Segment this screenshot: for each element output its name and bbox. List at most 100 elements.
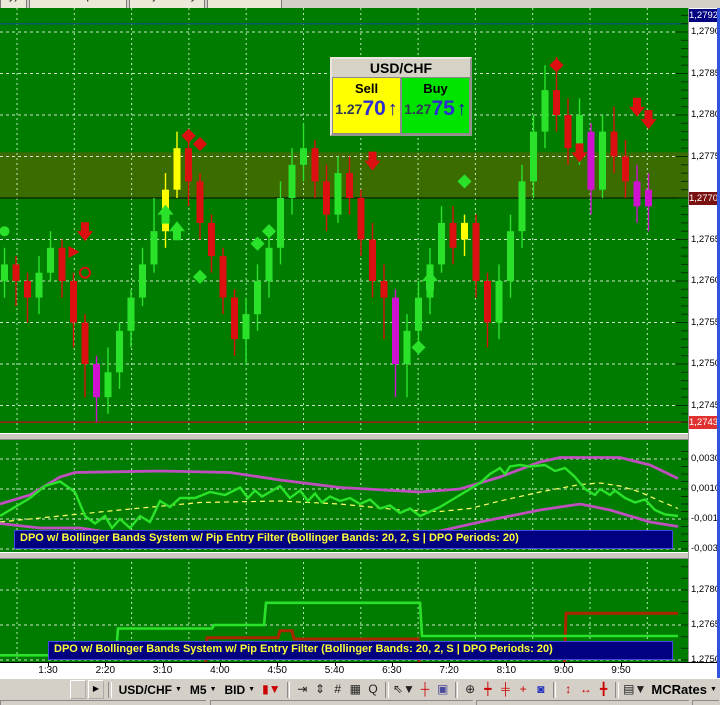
sell-button[interactable]: Sell 1.27 70 ↑: [332, 77, 401, 134]
quick-quote-icon[interactable]: Q: [368, 682, 378, 696]
chart-type-selector[interactable]: ▮▼: [262, 682, 281, 696]
candle: [461, 222, 468, 240]
indicator-window-icon[interactable]: ▤▼: [623, 682, 647, 696]
panel-splitter-2[interactable]: [0, 552, 688, 559]
spread-band: [0, 152, 688, 198]
candle: [150, 231, 158, 265]
symbol-selector[interactable]: USD/CHF ▼: [116, 683, 185, 697]
signal-arrow-down-red: [77, 222, 93, 242]
time-label: 2:20: [95, 665, 116, 676]
time-label: 6:30: [382, 665, 402, 676]
indicator1-title-bar: DPO w/ Bollinger Bands System w/ Pip Ent…: [14, 530, 673, 549]
buy-label: Buy: [423, 81, 448, 96]
signal-diamond-green: [457, 174, 472, 189]
quote-box: USD/CHF Sell 1.27 70 ↑ Buy 1.27 75 ↑: [330, 57, 472, 136]
toolbar-separator: [107, 681, 112, 698]
account-tab-0[interactable]: y): [0, 0, 28, 8]
time-tick: [563, 663, 565, 666]
price-highlight-label: 1,2743: [689, 415, 719, 429]
candle: [277, 198, 284, 248]
candle: [495, 281, 503, 323]
candle: [47, 247, 54, 273]
toolbar-separator: [552, 681, 557, 698]
status-strip: [0, 700, 720, 705]
account-tab-1[interactable]: Otevřené pozice: [29, 0, 128, 8]
signal-arrow-down-red: [640, 110, 657, 130]
signal-arrow-down-red: [364, 151, 381, 171]
time-tick: [391, 663, 393, 666]
status-cell: [476, 700, 689, 705]
signal-arrow-up-green: [157, 204, 174, 224]
candle: [541, 90, 549, 132]
candle: [81, 322, 89, 364]
bollinger-upper-band: [0, 456, 679, 506]
window-right-edge: [717, 0, 720, 678]
candle: [254, 281, 261, 315]
crosshair-tool-icon[interactable]: ┼: [420, 682, 430, 696]
sell-up-arrow-icon: ↑: [387, 98, 398, 120]
candle: [58, 247, 66, 281]
nav-blank-button[interactable]: [70, 680, 86, 699]
account-tab-3[interactable]: Účetní data: [207, 0, 282, 8]
account-tab-2[interactable]: Objednávky: [129, 0, 206, 8]
indicator2-tick-label: 1,2750: [691, 653, 720, 665]
candle: [334, 173, 342, 215]
zoom-in-icon[interactable]: ⊕: [465, 682, 476, 696]
price-tick-label: 1,2765: [691, 233, 720, 245]
select-region-icon[interactable]: ▦: [349, 682, 361, 696]
price-tick-label: 1,2775: [691, 150, 720, 162]
candle: [185, 148, 192, 182]
timeframe-selector[interactable]: M5 ▼: [187, 683, 220, 697]
snapshot-icon[interactable]: ◙: [537, 682, 545, 696]
candle: [242, 314, 250, 340]
candle: [12, 264, 20, 281]
symbol-selector-label: USD/CHF: [118, 682, 172, 697]
status-cell: [692, 700, 719, 705]
add-level-icon[interactable]: +: [519, 682, 527, 696]
indicator2-title-bar: DPO w/ Bollinger Bands System w/ Pip Ent…: [48, 641, 673, 660]
toolbar-separator: [615, 681, 620, 698]
candle: [403, 330, 411, 364]
expand-both-icon[interactable]: ╋: [599, 682, 608, 696]
candle: [265, 247, 273, 281]
signal-diamond-green: [250, 236, 265, 251]
fit-vertical-scale-icon[interactable]: ⇕: [314, 682, 326, 696]
candle: [599, 131, 606, 190]
candle: [104, 372, 112, 398]
signal-diamond-green: [261, 224, 277, 239]
expand-horizontal-icon[interactable]: ↔: [579, 682, 592, 696]
sell-price-small: 1.27: [335, 101, 363, 117]
chevron-down-icon: ▼: [209, 686, 217, 693]
pip-grid-icon[interactable]: ╪: [501, 682, 510, 696]
scroll-right-button[interactable]: ▶: [87, 680, 104, 699]
chevron-down-icon: ▼: [268, 682, 281, 696]
objects-tool-icon[interactable]: ▣: [437, 682, 449, 696]
candle: [173, 148, 181, 190]
candle: [323, 181, 330, 215]
candle: [530, 131, 537, 182]
time-label: 4:00: [210, 665, 230, 676]
time-tick: [48, 663, 49, 666]
quote-symbol: USD/CHF: [332, 59, 470, 77]
price-highlight-label: 1,2770: [689, 191, 719, 205]
candle: [633, 181, 641, 207]
candle: [610, 131, 618, 157]
price-type-selector[interactable]: BID ▼: [222, 683, 259, 697]
signal-diamond-green: [192, 269, 208, 284]
grid-toggle-icon[interactable]: #: [334, 682, 341, 696]
time-label: 8:10: [496, 665, 517, 676]
chevron-down-icon: ▼: [174, 686, 182, 693]
buy-button[interactable]: Buy 1.27 75 ↑: [401, 77, 470, 134]
expand-vertical-icon[interactable]: ↕: [565, 682, 572, 696]
candle: [219, 256, 227, 298]
candle: [587, 131, 595, 190]
center-price-icon[interactable]: ┿: [484, 682, 492, 696]
candle: [622, 156, 629, 182]
buy-price-big: 75: [431, 97, 455, 120]
signal-arrow-down-red: [571, 143, 588, 163]
feed-selector[interactable]: MCRates ▼: [648, 682, 720, 697]
status-cell: [0, 700, 206, 705]
go-to-end-icon[interactable]: ⇥: [297, 682, 308, 696]
panel-splitter-1[interactable]: [0, 433, 688, 440]
cursor-tool[interactable]: ⇖▼: [392, 682, 415, 696]
